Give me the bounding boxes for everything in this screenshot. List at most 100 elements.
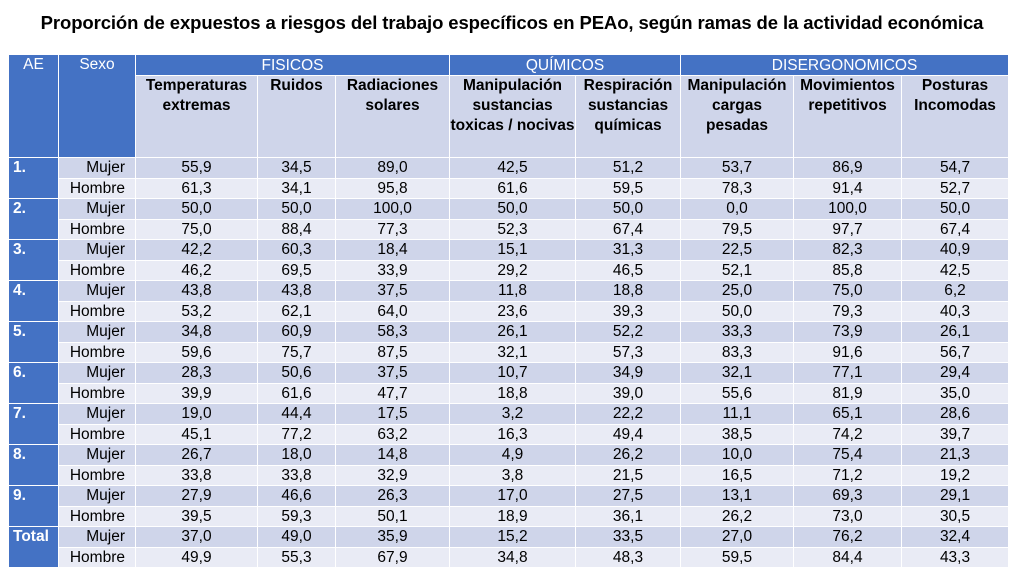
value-cell: 37,5 (334, 280, 451, 302)
sexo-cell: Hombre (58, 177, 136, 199)
table-row: Hombre 33,8 33,8 32,9 3,8 21,5 16,5 71,2 19,2 (9, 464, 1010, 486)
value-cell: 53,7 (680, 157, 795, 179)
sexo-cell: Mujer (58, 485, 136, 507)
value-cell: 18,8 (449, 382, 577, 404)
sexo-cell: Hombre (58, 259, 136, 281)
table-row: Hombre 49,9 55,3 67,9 34,8 48,3 59,5 84,4 43,3 (9, 546, 1010, 568)
ae-cell: 2. (8, 198, 59, 240)
value-cell: 27,5 (575, 485, 682, 507)
value-cell: 88,4 (257, 218, 336, 240)
value-cell: 46,5 (575, 259, 682, 281)
value-cell: 69,5 (257, 259, 336, 281)
value-cell: 11,1 (680, 403, 795, 425)
value-cell: 39,0 (575, 382, 682, 404)
value-cell: 14,8 (334, 444, 451, 466)
value-cell: 18,8 (575, 280, 682, 302)
value-cell: 25,0 (680, 280, 795, 302)
column-header: Manipulación sustancias toxicas / nociva… (449, 75, 577, 158)
value-cell: 60,9 (257, 321, 336, 343)
table-row: Hombre 39,9 61,6 47,7 18,8 39,0 55,6 81,9 35,0 (9, 382, 1010, 404)
value-cell: 0,0 (680, 198, 795, 220)
value-cell: 32,1 (680, 362, 795, 384)
value-cell: 61,3 (135, 177, 258, 199)
sexo-cell: Mujer (58, 198, 136, 220)
value-cell: 10,7 (449, 362, 577, 384)
value-cell: 29,2 (449, 259, 577, 281)
value-cell: 55,9 (135, 157, 258, 179)
value-cell: 55,3 (257, 546, 336, 568)
value-cell: 27,0 (680, 526, 795, 548)
value-cell: 33,8 (135, 464, 258, 486)
value-cell: 73,9 (793, 321, 903, 343)
ae-cell: 3. (8, 239, 59, 281)
value-cell: 54,7 (901, 157, 1010, 179)
table-body: 1. Mujer 55,9 34,5 89,0 42,5 51,2 53,7 86,9 54,7 H… (8, 157, 1010, 568)
risk-exposure-table: AE Sexo FISICOS QUÍMICOS DISERGONOMICOS … (8, 54, 1010, 568)
sexo-cell: Mujer (58, 157, 136, 179)
value-cell: 87,5 (334, 341, 451, 363)
value-cell: 97,7 (793, 218, 903, 240)
value-cell: 45,1 (135, 423, 258, 445)
sexo-cell: Hombre (58, 341, 136, 363)
value-cell: 6,2 (901, 280, 1010, 302)
table-row: Hombre 75,0 88,4 77,3 52,3 67,4 79,5 97,7 67,4 (9, 218, 1010, 240)
value-cell: 17,5 (334, 403, 451, 425)
value-cell: 91,4 (793, 177, 903, 199)
value-cell: 77,1 (793, 362, 903, 384)
value-cell: 64,0 (334, 300, 451, 322)
table-row: Hombre 46,2 69,5 33,9 29,2 46,5 52,1 85,8 42,5 (9, 259, 1010, 281)
sexo-cell: Mujer (58, 239, 136, 261)
value-cell: 78,3 (680, 177, 795, 199)
value-cell: 18,9 (449, 505, 577, 527)
table-row: Hombre 39,5 59,3 50,1 18,9 36,1 26,2 73,0 30,5 (9, 505, 1010, 527)
table-row: 4. Mujer 43,8 43,8 37,5 11,8 18,8 25,0 75,0 6,2 (8, 280, 1010, 322)
value-cell: 74,2 (793, 423, 903, 445)
value-cell: 21,3 (901, 444, 1010, 466)
value-cell: 50,0 (257, 198, 336, 220)
value-cell: 34,8 (449, 546, 577, 568)
value-cell: 50,0 (575, 198, 682, 220)
value-cell: 49,9 (135, 546, 258, 568)
ae-cell: 5. (8, 321, 59, 363)
value-cell: 84,4 (793, 546, 903, 568)
column-header: Temperaturas extremas (135, 75, 258, 158)
value-cell: 29,4 (901, 362, 1010, 384)
value-cell: 42,5 (449, 157, 577, 179)
ae-cell: 1. (8, 157, 59, 199)
ae-cell: 6. (8, 362, 59, 404)
value-cell: 40,9 (901, 239, 1010, 261)
value-cell: 59,5 (680, 546, 795, 568)
value-cell: 67,9 (334, 546, 451, 568)
value-cell: 52,7 (901, 177, 1010, 199)
value-cell: 61,6 (257, 382, 336, 404)
value-cell: 50,0 (449, 198, 577, 220)
value-cell: 85,8 (793, 259, 903, 281)
value-cell: 77,3 (334, 218, 451, 240)
value-cell: 50,6 (257, 362, 336, 384)
value-cell: 36,1 (575, 505, 682, 527)
value-cell: 79,3 (793, 300, 903, 322)
header-group-quimicos: QUÍMICOS (449, 54, 682, 76)
value-cell: 39,3 (575, 300, 682, 322)
value-cell: 3,2 (449, 403, 577, 425)
value-cell: 15,2 (449, 526, 577, 548)
value-cell: 49,4 (575, 423, 682, 445)
value-cell: 11,8 (449, 280, 577, 302)
value-cell: 3,8 (449, 464, 577, 486)
column-header: Radiaciones solares (334, 75, 451, 158)
value-cell: 21,5 (575, 464, 682, 486)
value-cell: 38,5 (680, 423, 795, 445)
column-header: Manipulación cargas pesadas (680, 75, 795, 158)
value-cell: 50,1 (334, 505, 451, 527)
sexo-cell: Hombre (58, 300, 136, 322)
value-cell: 44,4 (257, 403, 336, 425)
value-cell: 55,6 (680, 382, 795, 404)
value-cell: 89,0 (334, 157, 451, 179)
sexo-cell: Mujer (58, 444, 136, 466)
value-cell: 49,0 (257, 526, 336, 548)
value-cell: 86,9 (793, 157, 903, 179)
value-cell: 82,3 (793, 239, 903, 261)
value-cell: 53,2 (135, 300, 258, 322)
value-cell: 57,3 (575, 341, 682, 363)
value-cell: 59,3 (257, 505, 336, 527)
